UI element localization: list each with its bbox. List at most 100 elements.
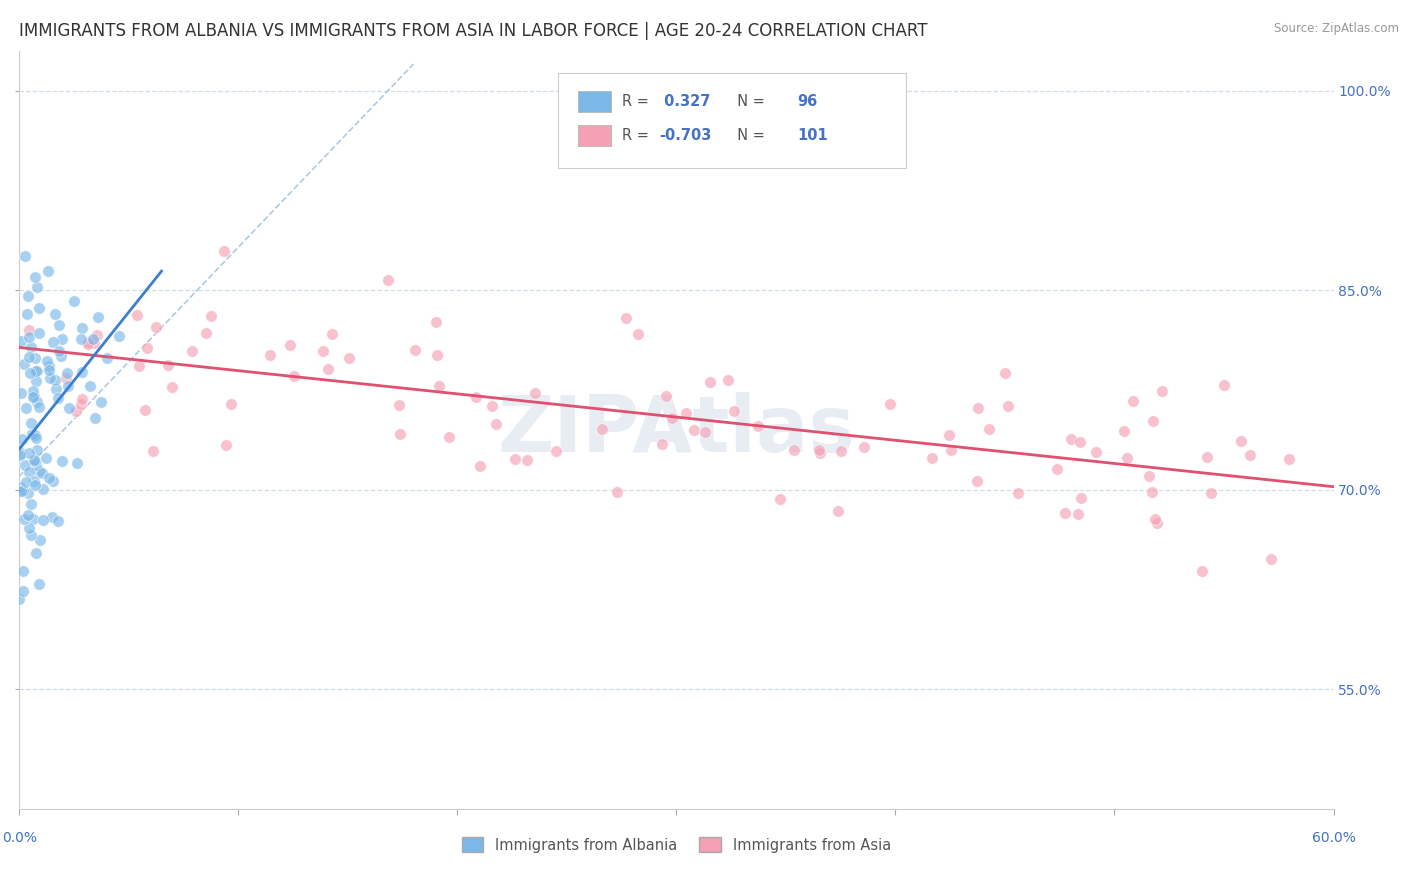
Point — [17, 350, 39, 364]
Point — [807, 442, 830, 457]
Point — [1084, 445, 1107, 459]
Point — [481, 400, 503, 414]
Point — [1054, 506, 1077, 520]
Point — [142, 444, 165, 458]
Point — [27, 301, 49, 315]
Point — [485, 417, 508, 431]
Point — [20, 527, 42, 541]
Point — [1152, 384, 1174, 399]
Point — [808, 446, 831, 460]
Point — [160, 380, 183, 394]
Point — [15, 401, 38, 416]
Point — [966, 401, 988, 415]
Point — [337, 351, 360, 366]
Point — [1260, 551, 1282, 566]
Point — [41, 509, 63, 524]
Text: N =: N = — [727, 94, 769, 109]
Point — [1146, 516, 1168, 530]
Point — [46, 391, 69, 405]
Point — [41, 335, 63, 350]
Point — [827, 504, 849, 518]
Text: R =: R = — [623, 128, 654, 143]
Point — [853, 440, 876, 454]
Point — [17, 508, 39, 523]
FancyBboxPatch shape — [558, 73, 907, 169]
Point — [90, 395, 112, 409]
Point — [72, 365, 94, 379]
Point — [96, 351, 118, 365]
Point — [377, 273, 399, 287]
Point — [1070, 491, 1092, 505]
Point — [1116, 450, 1139, 465]
Point — [938, 428, 960, 442]
Point — [1144, 512, 1167, 526]
Point — [10, 446, 32, 460]
Point — [693, 425, 716, 439]
Text: 0.0%: 0.0% — [1, 831, 37, 846]
Point — [259, 348, 281, 362]
Point — [614, 311, 637, 326]
Text: IMMIGRANTS FROM ALBANIA VS IMMIGRANTS FROM ASIA IN LABOR FORCE | AGE 20-24 CORRE: IMMIGRANTS FROM ALBANIA VS IMMIGRANTS FR… — [20, 22, 928, 40]
Point — [1112, 424, 1135, 438]
Point — [25, 279, 48, 293]
Point — [651, 437, 673, 451]
Point — [51, 332, 73, 346]
Point — [31, 467, 53, 481]
Point — [63, 293, 86, 308]
Point — [70, 397, 93, 411]
Point — [20, 416, 42, 430]
Point — [27, 443, 49, 458]
Point — [65, 456, 87, 470]
Point — [79, 379, 101, 393]
Point — [22, 474, 45, 488]
Point — [997, 399, 1019, 413]
Point — [56, 378, 79, 392]
Point — [42, 474, 65, 488]
Point — [388, 398, 411, 412]
Point — [13, 512, 35, 526]
Point — [127, 308, 149, 322]
Point — [58, 401, 80, 416]
Point — [17, 288, 39, 302]
Point — [24, 454, 46, 468]
Point — [70, 392, 93, 406]
Point — [65, 403, 87, 417]
Point — [426, 348, 449, 362]
Point — [51, 454, 73, 468]
Point — [17, 485, 39, 500]
Point — [10, 483, 32, 498]
Legend: Immigrants from Albania, Immigrants from Asia: Immigrants from Albania, Immigrants from… — [456, 831, 897, 859]
Point — [15, 307, 38, 321]
Point — [879, 397, 901, 411]
Point — [25, 546, 48, 560]
Point — [524, 386, 547, 401]
Point — [22, 391, 45, 405]
Point — [1007, 486, 1029, 500]
Point — [24, 427, 46, 442]
Point — [38, 359, 60, 373]
Point — [921, 451, 943, 466]
Point — [14, 458, 37, 472]
Point — [1197, 450, 1219, 464]
Point — [1213, 378, 1236, 392]
Point — [145, 319, 167, 334]
Point — [278, 338, 301, 352]
Point — [18, 445, 41, 459]
Point — [1046, 462, 1069, 476]
Point — [27, 326, 49, 341]
Point — [219, 397, 242, 411]
Point — [1239, 448, 1261, 462]
Point — [25, 374, 48, 388]
Text: 0.327: 0.327 — [659, 94, 710, 109]
Point — [516, 452, 538, 467]
Point — [28, 464, 51, 478]
Point — [10, 386, 32, 401]
Point — [468, 458, 491, 473]
Point — [24, 351, 46, 365]
Point — [404, 343, 426, 357]
Point — [195, 326, 218, 341]
Point — [22, 389, 45, 403]
Point — [27, 400, 49, 414]
Point — [1137, 469, 1160, 483]
Text: N =: N = — [727, 128, 769, 143]
